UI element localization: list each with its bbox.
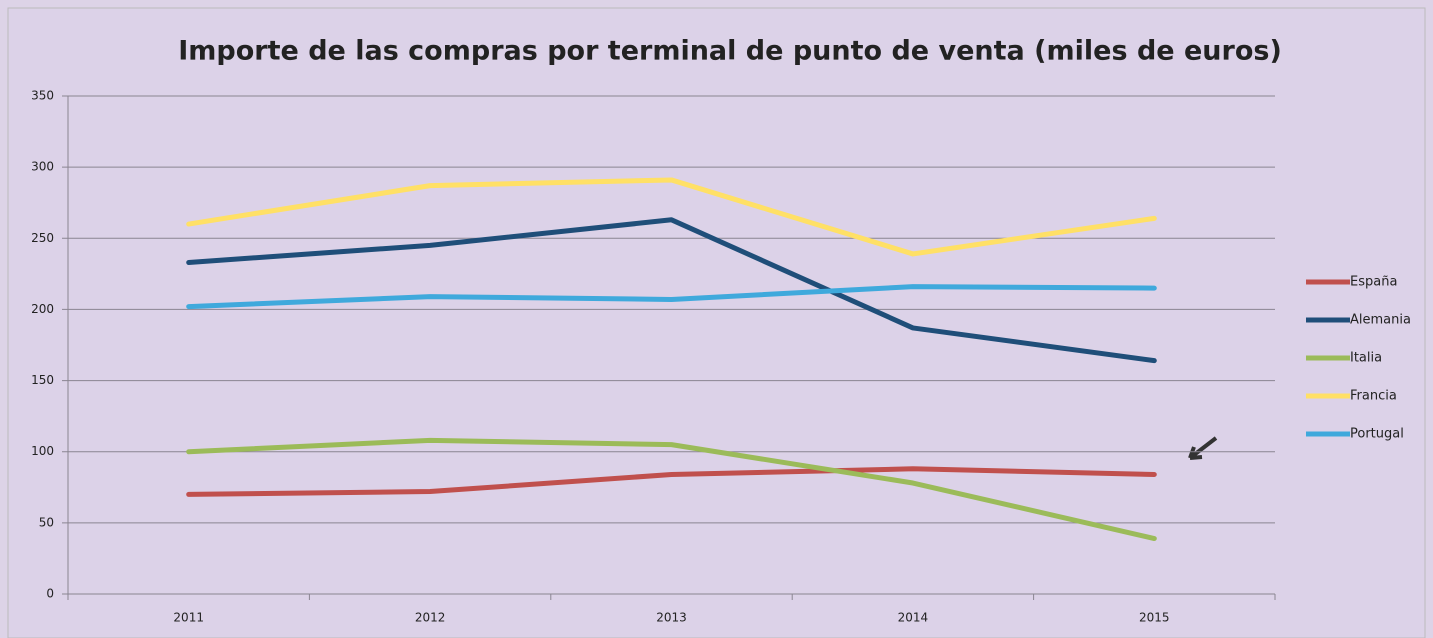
x-tick-label: 2013 xyxy=(656,611,687,625)
y-tick-label: 250 xyxy=(31,231,54,245)
y-tick-label: 50 xyxy=(39,515,54,529)
y-tick-label: 0 xyxy=(46,587,54,601)
series-line xyxy=(186,437,1157,542)
series-line xyxy=(186,177,1157,257)
chart-frame xyxy=(7,7,1426,638)
legend-label: Alemania xyxy=(1350,313,1411,328)
legend-label: Italia xyxy=(1350,351,1382,366)
legend-label: España xyxy=(1350,275,1397,290)
x-tick-label: 2011 xyxy=(173,611,204,625)
y-tick-label: 100 xyxy=(31,444,54,458)
y-tick-label: 150 xyxy=(31,373,54,387)
y-tick-label: 350 xyxy=(31,89,54,103)
series-line xyxy=(186,217,1157,364)
y-tick-label: 300 xyxy=(31,160,54,174)
chart-title: Importe de las compras por terminal de p… xyxy=(178,36,1282,67)
y-tick-label: 200 xyxy=(31,302,54,316)
legend-label: Francia xyxy=(1350,389,1397,404)
x-tick-label: 2012 xyxy=(415,611,446,625)
arrow xyxy=(1188,436,1218,460)
x-tick-label: 2015 xyxy=(1139,611,1170,625)
legend-label: Portugal xyxy=(1350,427,1404,442)
series-line xyxy=(186,466,1157,497)
x-tick-label: 2014 xyxy=(898,611,929,625)
series-line xyxy=(186,284,1157,310)
